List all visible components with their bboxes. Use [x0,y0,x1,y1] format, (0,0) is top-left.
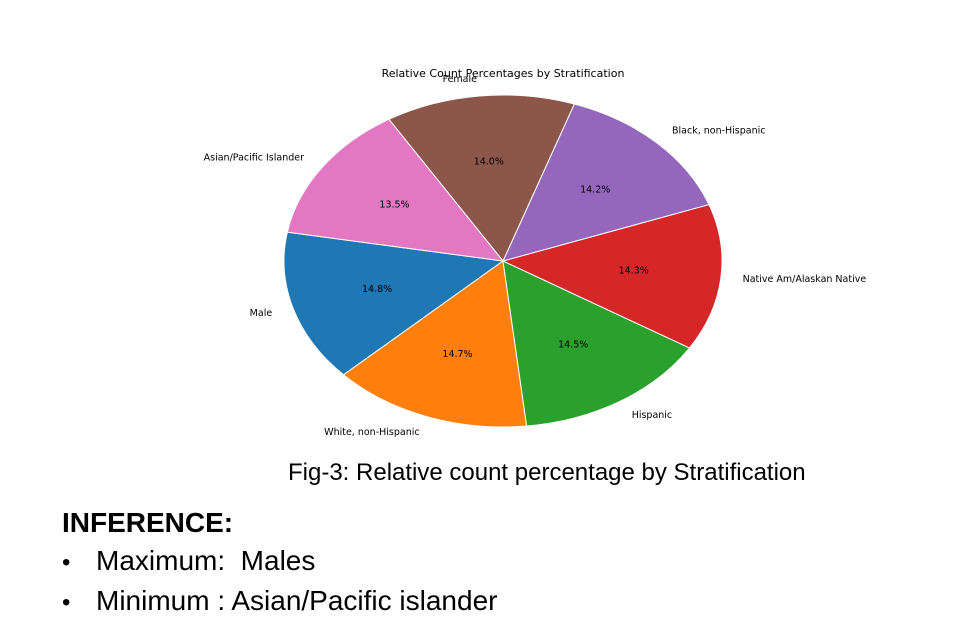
inference-heading: INFERENCE: [62,507,234,538]
pie-percent-labels: 14.8% 14.7% 14.5% 14.3% 14.2% 14.0% 13.5% [362,157,649,360]
figure-caption: Fig-3: Relative count percentage by Stra… [288,459,806,486]
bullet-icon: • [62,589,71,616]
pie-slice-female [388,94,576,262]
pie-slice-native-am-alaskan-native [501,203,723,349]
pie-slice-hispanic [502,260,691,427]
slice-label: Hispanic [632,410,672,421]
slice-percent-label: 14.2% [580,185,610,196]
slice-label: Black, non-Hispanic [672,125,766,136]
pie-slice-white-non-hispanic [342,260,528,428]
inference-item-text: Maximum: Males [96,545,316,576]
pie-slice-labels: Male White, non-Hispanic Hispanic Native Am… [204,74,867,438]
slice-percent-label: 14.7% [442,349,472,360]
slice-label: Native Am/Alaskan Native [743,274,867,285]
inference-item-maximum: • Maximum: Males [62,545,497,585]
slice-label: Female [443,74,478,85]
slice-label: White, non-Hispanic [324,427,419,438]
pie-slice-asian-pacific-islander [286,118,505,262]
pie-slice-black-non-hispanic [502,103,710,262]
slice-label: Asian/Pacific Islander [204,153,304,164]
inference-item-text: Minimum : Asian/Pacific islander [96,585,498,616]
inference-item-minimum: • Minimum : Asian/Pacific islander [62,585,497,625]
pie-chart: Relative Count Percentages by Stratifica… [204,67,867,438]
pie-slice-male [283,231,505,376]
bullet-icon: • [62,549,71,576]
slice-percent-label: 14.5% [558,340,588,351]
inference-list: • Maximum: Males • Minimum : Asian/Pacif… [62,545,497,625]
pie-slices [283,94,723,428]
slice-percent-label: 14.0% [474,157,504,168]
slice-percent-label: 14.3% [619,266,649,277]
slice-percent-label: 14.8% [362,284,392,295]
slice-percent-label: 13.5% [379,199,409,210]
slice-label: Male [250,308,273,319]
chart-title: Relative Count Percentages by Stratifica… [382,67,625,80]
